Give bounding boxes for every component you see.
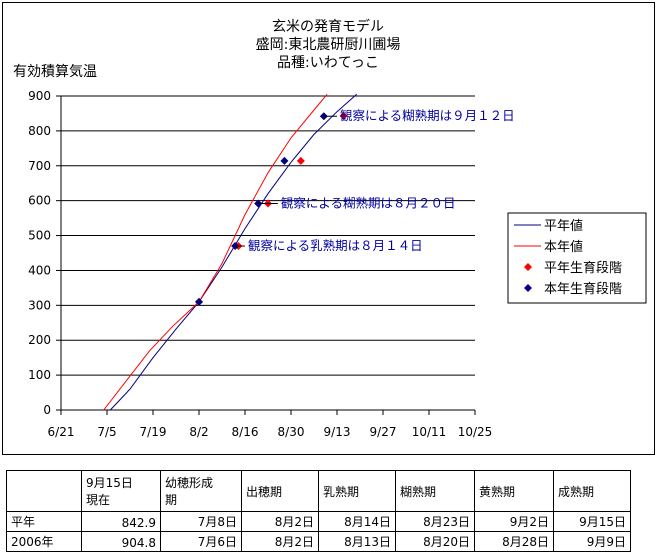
table-cell: 8月23日 [395,511,475,532]
y-tick-labels: 0 100 200 300 400 500 600 700 800 900 [28,89,51,417]
y-tick-label-800: 800 [28,124,51,138]
legend-entry-3: 本年生育段階 [544,281,622,297]
series-line-1 [103,93,328,411]
legend-entry-0: 平年値 [544,218,583,234]
x-tick-label-6: 9/13 [324,425,351,439]
series-2-point-3 [296,156,305,165]
annotation-text-0: 観察による糊熟期は９月１２日 [340,108,515,123]
y-tick-label-600: 600 [28,194,51,208]
x-tick-label-0: 6/21 [48,425,75,439]
legend-swatch-2 [524,263,532,271]
x-tick-label-3: 8/2 [189,425,208,439]
table-cell: 2006年 [6,531,82,552]
y-tick-label-400: 400 [28,263,51,277]
table-cell: 平年 [6,511,82,532]
table-cell: 8月20日 [395,531,475,552]
x-tick-label-1: 7/5 [97,425,116,439]
annotation-text-2: 観察による乳熟期は８月１４日 [248,238,423,253]
table-cell: 904.8 [81,531,161,552]
y-tick-label-900: 900 [28,89,51,103]
table-cell: 出穂期 [241,470,319,512]
title-line-1: 盛岡:東北農研厨川圃場 [256,37,401,53]
series-3-point-0 [195,297,203,306]
table-cell: 7月8日 [160,511,242,532]
x-tick-label-4: 8/16 [232,425,259,439]
table-cell: 8月13日 [318,531,396,552]
legend-entry-2: 平年生育段階 [544,260,622,276]
title-line-0: 玄米の発育モデル [272,18,384,35]
table-cell: 黄熟期 [474,470,554,512]
gridlines [61,95,475,376]
annotations: 観察による糊熟期は９月１２日観察による糊熟期は８月２０日観察による乳熟期は８月１… [235,108,515,253]
legend-swatch-3 [524,284,532,292]
table-cell: 8月2日 [241,511,319,532]
table-cell: 7月6日 [160,531,242,552]
table-cell: 9月9日 [553,531,631,552]
table-cell: 乳熟期 [318,470,396,512]
table-cell: 8月14日 [318,511,396,532]
table-cell: 幼穂形成期 [160,470,242,512]
y-tick-label-700: 700 [28,159,51,173]
table-row: 2006年 904.8 7月6日 8月2日 8月13日 8月20日 8月28日 9月9日 [6,531,631,552]
table-row: 平年 842.9 7月8日 8月2日 8月14日 8月23日 9月2日 9月15日 [6,511,631,532]
x-tick-labels: 6/21 7/5 7/19 8/2 8/16 8/30 9/13 9/27 10/11 10/25 [48,425,493,439]
legend-entry-1: 本年値 [544,239,583,255]
y-tick-label-100: 100 [28,368,51,382]
title-line-2: 品種:いわてっこ [277,55,379,71]
series-3-point-3 [280,156,289,165]
table-cell: 8月2日 [241,531,319,552]
x-tick-label-9: 10/25 [458,425,493,439]
table-cell: 9月15日 現在 [81,470,161,512]
x-tick-label-5: 8/30 [278,425,305,439]
y-tick-label-500: 500 [28,229,51,243]
y-tick-label-200: 200 [28,333,51,347]
table-cell [6,470,82,512]
y-axis-label: 有効積算気温 [13,64,97,80]
x-tick-label-7: 9/27 [370,425,397,439]
y-tick-label-300: 300 [28,298,51,312]
table-cell: 8月28日 [474,531,554,552]
table-cell: 9月15日 [553,511,631,532]
table-header-row: 9月15日 現在 幼穂形成期出穂期 乳熟期 糊熟期 黄熟期 成熟期 [6,470,631,512]
x-tick-label-2: 7/19 [140,425,167,439]
growth-stage-table: 9月15日 現在 幼穂形成期出穂期 乳熟期 糊熟期 黄熟期 成熟期 平年 842.9 7月8日 8月… [6,470,631,552]
table-cell: 成熟期 [553,470,631,512]
y-tick-label-0: 0 [43,403,51,417]
x-tick-label-8: 10/11 [412,425,447,439]
annotation-text-1: 観察による糊熟期は８月２０日 [281,195,456,210]
table-cell: 9月2日 [474,511,554,532]
axes [56,95,476,415]
table-cell: 842.9 [81,511,161,532]
chart-frame: 玄米の発育モデル盛岡:東北農研厨川圃場 品種:いわてっこ 有効積算気温 0 100 2… [2,2,655,455]
table-cell: 糊熟期 [395,470,475,512]
series-2-point-4 [339,111,348,120]
